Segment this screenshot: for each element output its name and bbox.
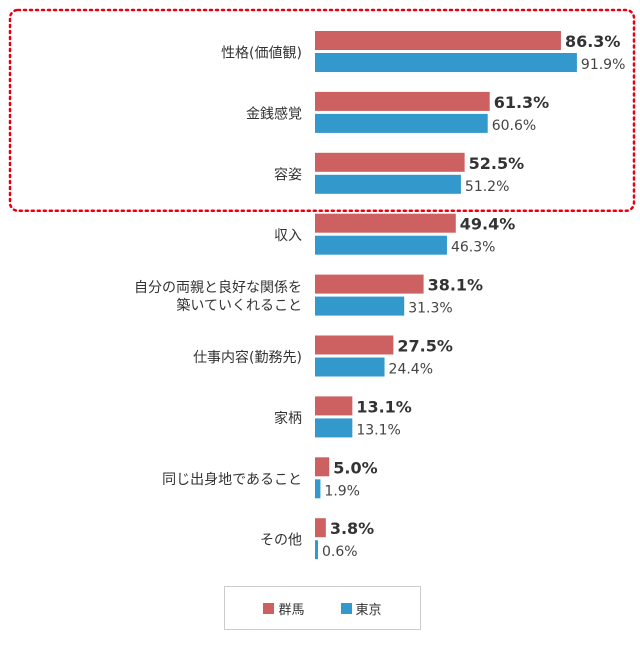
data-label-gunma: 86.3%: [565, 32, 621, 51]
category-label: 仕事内容(勤務先): [193, 349, 302, 366]
bar-tokyo: [315, 174, 461, 194]
bar-gunma: [315, 31, 561, 50]
category-label: 同じ出身地であること: [162, 472, 302, 488]
bar-gunma: [315, 91, 490, 111]
bar-gunma: [315, 518, 326, 538]
data-label-tokyo: 13.1%: [356, 422, 400, 438]
data-label-gunma: 3.8%: [330, 519, 374, 538]
bar-tokyo: [315, 296, 405, 316]
category-label: その他: [260, 533, 302, 549]
bar-tokyo: [315, 418, 353, 438]
legend: 群馬 東京: [224, 586, 421, 630]
category-label: 性格(価値観): [221, 45, 302, 62]
data-label-gunma: 61.3%: [494, 93, 550, 112]
legend-item-tokyo: 東京: [340, 599, 382, 618]
data-label-tokyo: 1.9%: [324, 483, 360, 499]
legend-swatch-gunma: [263, 602, 275, 614]
legend-label-gunma: 群馬: [278, 602, 305, 618]
bar-chart: 性格(価値観) 86.3% 91.9% 金銭感覚 61.3% 60.6% 容姿 52.5% 51…: [8, 8, 636, 560]
legend-item-gunma: 群馬: [263, 599, 305, 618]
bar-gunma: [315, 396, 353, 416]
bar-tokyo: [315, 479, 321, 499]
data-label-tokyo: 51.2%: [465, 179, 509, 195]
data-label-gunma: 13.1%: [356, 397, 412, 416]
data-label-gunma: 27.5%: [397, 337, 453, 356]
data-label-tokyo: 91.9%: [581, 57, 625, 73]
bar-tokyo: [315, 540, 318, 560]
bar-tokyo: [315, 357, 385, 377]
bar-gunma: [315, 335, 394, 355]
legend-label-tokyo: 東京: [355, 602, 382, 618]
bar-tokyo: [315, 235, 447, 255]
data-label-tokyo: 24.4%: [389, 362, 433, 378]
category-label: 金銭感覚: [246, 105, 302, 122]
bar-tokyo: [315, 53, 577, 72]
data-label-gunma: 49.4%: [460, 215, 516, 234]
highlight-frame: [8, 8, 636, 213]
data-label-tokyo: 46.3%: [451, 240, 495, 256]
bar-gunma: [315, 457, 330, 477]
data-label-tokyo: 0.6%: [322, 544, 358, 560]
bar-gunma: [315, 213, 456, 233]
legend-swatch-tokyo: [340, 602, 352, 614]
bar-tokyo: [315, 113, 488, 133]
data-label-gunma: 5.0%: [333, 458, 377, 477]
category-label: 容姿: [274, 166, 302, 183]
data-label-gunma: 52.5%: [469, 154, 525, 173]
category-label: 家柄: [274, 410, 302, 427]
category-label: 収入: [274, 228, 302, 244]
data-label-tokyo: 31.3%: [408, 301, 452, 317]
data-label-gunma: 38.1%: [428, 276, 484, 295]
bar-gunma: [315, 152, 465, 172]
data-label-tokyo: 60.6%: [492, 118, 536, 134]
category-label: 自分の両親と良好な関係を築いていくれること: [134, 280, 302, 314]
bar-gunma: [315, 274, 424, 294]
